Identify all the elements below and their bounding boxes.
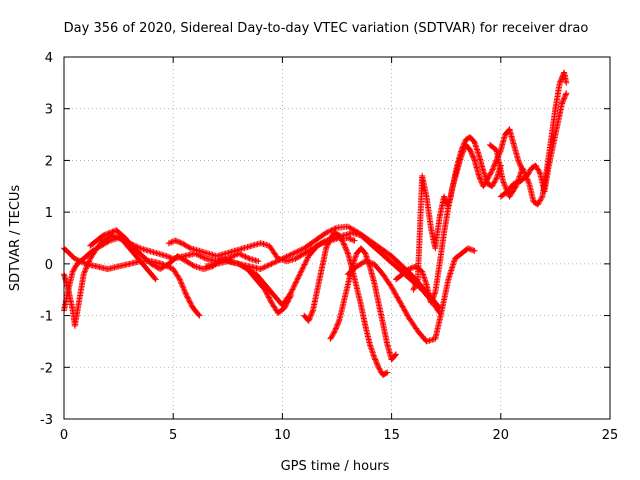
y-tick-label: -1 xyxy=(40,310,53,325)
point-markers xyxy=(486,69,570,208)
data-points xyxy=(61,69,570,378)
point-markers xyxy=(344,245,478,345)
chart-title: Day 356 of 2020, Sidereal Day-to-day VTE… xyxy=(64,21,589,36)
series-track-7 xyxy=(235,229,443,316)
y-axis-label: SDTVAR / TECUs xyxy=(8,185,23,292)
y-tick-label: 2 xyxy=(45,154,53,169)
series-track-2 xyxy=(61,232,159,329)
point-markers xyxy=(497,90,570,200)
grid xyxy=(64,57,610,419)
x-axis-label: GPS time / hours xyxy=(281,459,390,474)
point-markers xyxy=(235,229,443,316)
series-track-12 xyxy=(410,126,526,293)
series-track-13 xyxy=(486,69,570,208)
x-tick-label: 25 xyxy=(602,428,619,443)
x-tick-label: 10 xyxy=(274,428,291,443)
y-tick-label: -3 xyxy=(40,413,53,428)
x-tick-label: 5 xyxy=(169,428,177,443)
series-track-10 xyxy=(344,245,478,345)
x-tick-label: 0 xyxy=(60,428,68,443)
series-track-14 xyxy=(497,90,570,200)
y-tick-label: 4 xyxy=(45,51,53,66)
x-tick-label: 15 xyxy=(383,428,400,443)
y-tick-label: 3 xyxy=(45,103,53,118)
plot-frame xyxy=(63,56,611,420)
x-tick-label: 20 xyxy=(493,428,510,443)
point-markers xyxy=(61,232,159,329)
point-markers xyxy=(410,126,526,293)
axis-ticks: 0 5 10 15 20 25 -3 -2 -1 0 1 2 3 4 xyxy=(40,51,618,443)
y-tick-label: 0 xyxy=(45,258,53,273)
y-tick-label: -2 xyxy=(40,361,53,376)
y-tick-label: 1 xyxy=(45,206,53,221)
